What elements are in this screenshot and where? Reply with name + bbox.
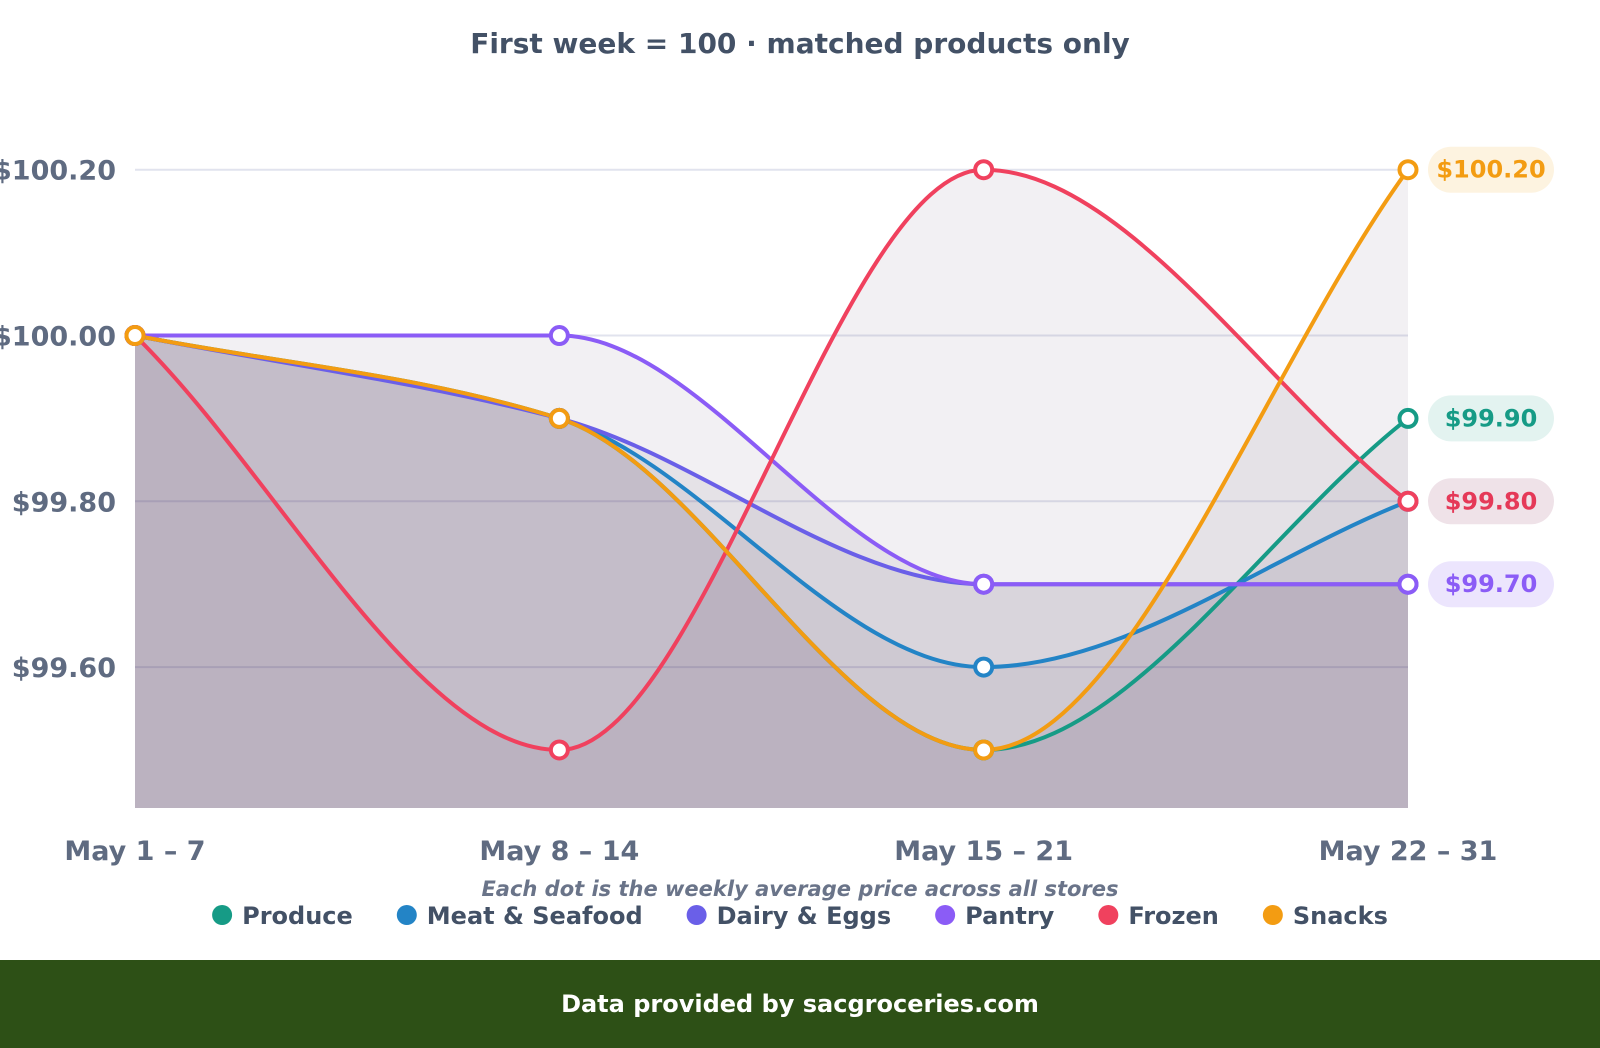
x-tick-may-8-14: May 8 – 14 [479, 836, 639, 867]
x-axis-ticks: May 1 – 7 May 8 – 14 May 15 – 21 May 22 – 3… [64, 836, 1497, 867]
series-lines [133, 167, 1410, 752]
y-tick-100-00: $100.00 [0, 322, 116, 353]
footer-text: Data provided by sacgroceries.com [561, 990, 1039, 1018]
end-label-text: $99.80 [1445, 487, 1538, 515]
area-fills [135, 169, 1408, 809]
area-pantry [135, 335, 1408, 808]
legend-swatch [212, 905, 233, 925]
end-label-100-20: $100.20 [1428, 146, 1554, 193]
legend-label: Produce [242, 902, 353, 930]
y-tick-99-80: $99.80 [12, 487, 116, 518]
x-tick-may-15-21: May 15 – 21 [894, 836, 1073, 867]
footer-banner: Data provided by sacgroceries.com [0, 960, 1600, 1048]
point-snacks-1 [548, 407, 570, 429]
point-meat-seafood-2 [973, 656, 995, 678]
legend-swatch [1262, 905, 1283, 925]
point-frozen-3 [1397, 490, 1419, 512]
point-produce-3 [1397, 407, 1419, 429]
end-value-labels: $100.20 $99.90 $99.80 $99.70 [1428, 146, 1554, 608]
area-produce [135, 335, 1408, 808]
point-snacks-0 [124, 325, 146, 347]
point-frozen-2 [973, 159, 995, 181]
legend-label: Pantry [965, 902, 1055, 930]
chart-caption: Each dot is the weekly average price acr… [481, 877, 1118, 901]
end-label-pill [1428, 561, 1554, 608]
area-meat-seafood [135, 335, 1408, 808]
end-label-pill [1428, 146, 1554, 193]
area-snacks [135, 169, 1408, 809]
legend-swatch [396, 905, 417, 925]
point-pantry-3 [1397, 573, 1419, 595]
line-frozen [133, 167, 1410, 752]
chart-subtitle: First week = 100 · matched products only [470, 27, 1130, 60]
point-pantry-1 [548, 325, 570, 347]
y-axis-ticks: $100.20 $100.00 $99.80 $99.60 [0, 156, 116, 684]
y-tick-100-20: $100.20 [0, 156, 116, 187]
legend: Produce Meat & Seafood Dairy & Eggs Pantry F… [212, 902, 1388, 930]
legend-label: Frozen [1128, 902, 1219, 930]
price-index-chart: First week = 100 · matched products only… [0, 27, 1554, 930]
legend-label: Meat & Seafood [427, 902, 643, 930]
end-label-text: $100.20 [1436, 156, 1545, 184]
end-label-99-80: $99.80 [1428, 478, 1554, 525]
legend-item-snacks: Snacks [1262, 902, 1388, 930]
end-label-99-90: $99.90 [1428, 395, 1554, 442]
area-dairy-eggs [135, 335, 1408, 808]
end-label-text: $99.70 [1445, 570, 1538, 598]
end-label-99-70: $99.70 [1428, 561, 1554, 608]
point-snacks-2 [973, 739, 995, 761]
legend-item-dairy-eggs: Dairy & Eggs [686, 902, 892, 930]
x-tick-may-22-31: May 22 – 31 [1319, 836, 1498, 867]
line-snacks [134, 168, 1410, 752]
legend-swatch [1098, 905, 1119, 925]
legend-label: Dairy & Eggs [717, 902, 892, 930]
legend-swatch [686, 905, 707, 925]
legend-swatch [935, 905, 956, 925]
x-tick-may-1-7: May 1 – 7 [64, 836, 205, 867]
legend-item-meat-seafood: Meat & Seafood [396, 902, 643, 930]
legend-label: Snacks [1293, 902, 1388, 930]
end-label-pill [1428, 478, 1554, 525]
point-frozen-1 [548, 739, 570, 761]
point-pantry-2 [973, 573, 995, 595]
data-points [124, 159, 1419, 761]
legend-item-frozen: Frozen [1098, 902, 1219, 930]
legend-item-produce: Produce [212, 902, 353, 930]
end-label-text: $99.90 [1445, 404, 1538, 432]
legend-item-pantry: Pantry [935, 902, 1055, 930]
end-label-pill [1428, 395, 1554, 442]
y-tick-99-60: $99.60 [12, 653, 116, 684]
point-snacks-3 [1397, 159, 1419, 181]
